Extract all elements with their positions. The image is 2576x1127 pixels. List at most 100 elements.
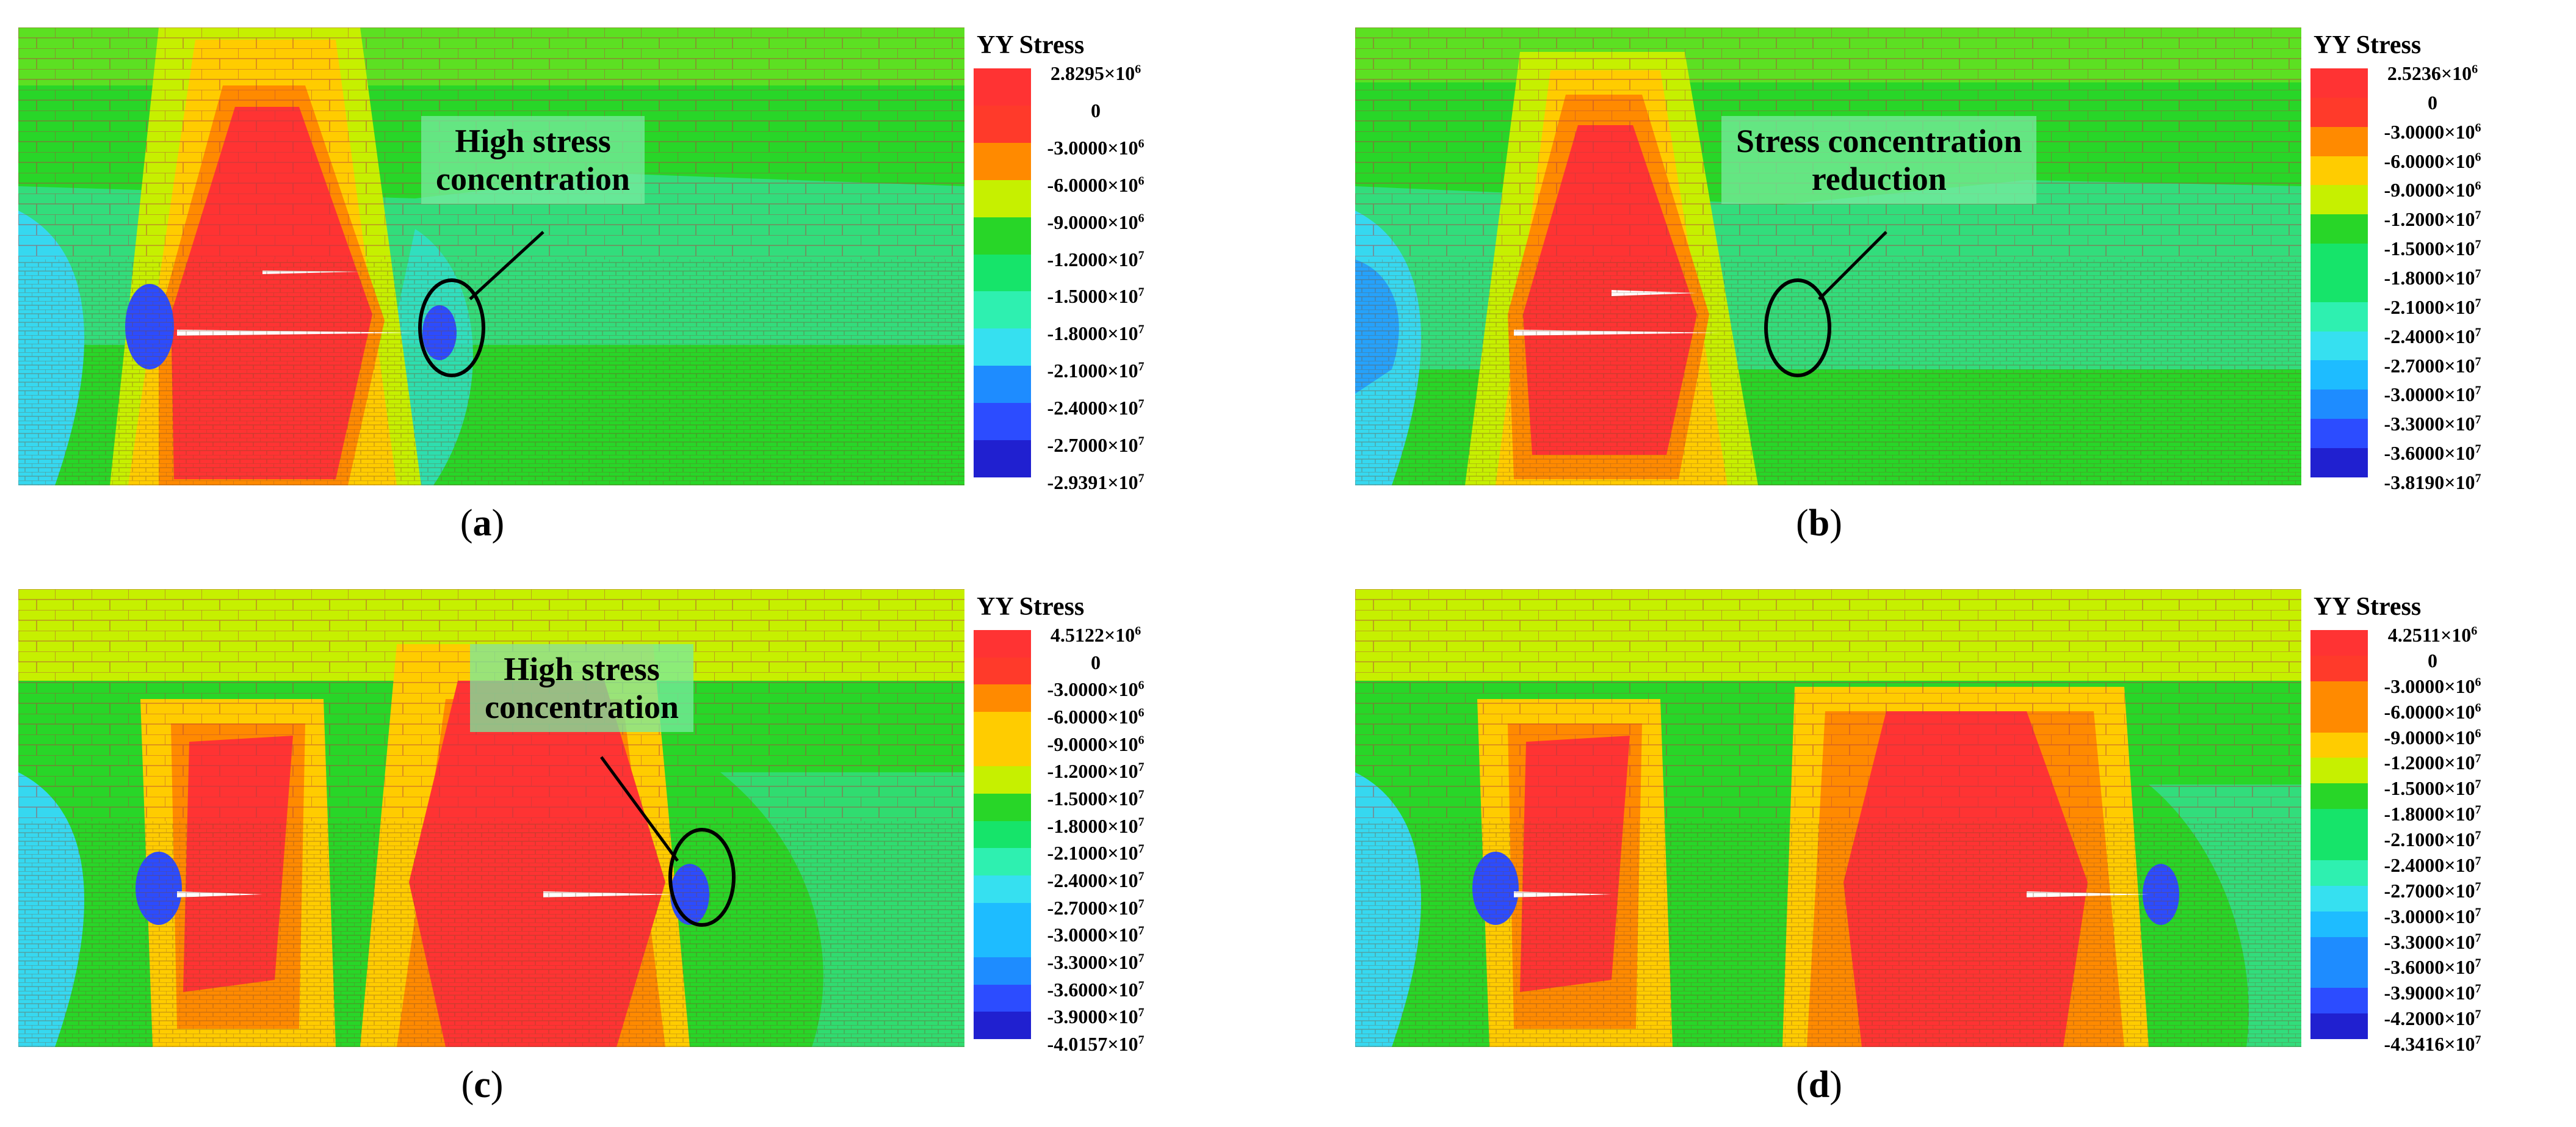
- legend-label: -1.8000×107: [1047, 322, 1145, 345]
- legend-swatch: [974, 254, 1031, 292]
- legend-colorbar: [974, 630, 1031, 1039]
- panel-c: High stress concentration YY Stress 4.512…: [0, 562, 1319, 1111]
- legend-swatch: [974, 179, 1031, 217]
- legend-swatch: [2310, 214, 2368, 244]
- legend-swatch: [2310, 758, 2368, 784]
- legend-swatch: [2310, 962, 2368, 988]
- legend-label: -3.6000×107: [2384, 956, 2481, 979]
- legend-swatch: [974, 105, 1031, 143]
- legend-label: -9.0000×106: [1047, 733, 1145, 755]
- legend-label: -1.2000×107: [2384, 208, 2481, 231]
- legend-swatch: [974, 875, 1031, 903]
- legend-label: -1.2000×107: [1047, 760, 1145, 783]
- legend-swatch: [2310, 681, 2368, 707]
- legend-swatch: [2310, 244, 2368, 273]
- annotation-label: High stress concentration: [470, 644, 693, 733]
- legend-label: -2.7000×107: [1047, 896, 1145, 919]
- legend-label: -3.3000×107: [2384, 930, 2481, 953]
- legend-swatch: [2310, 390, 2368, 419]
- legend-swatch: [974, 217, 1031, 255]
- legend-swatch: [974, 848, 1031, 875]
- legend-label: -2.4000×107: [2384, 325, 2481, 347]
- legend-colorbar: [2310, 630, 2368, 1039]
- legend-label: -1.5000×107: [1047, 788, 1145, 810]
- legend-swatch: [2310, 272, 2368, 302]
- panel-d: YY Stress 4.2511×106 0 -3.0000×106 -6.0000×…: [1337, 562, 2576, 1111]
- legend-swatch: [2310, 419, 2368, 448]
- stress-contour-plot: [1355, 27, 2301, 485]
- legend-swatch: [974, 657, 1031, 685]
- legend-label: -1.8000×107: [2384, 267, 2481, 289]
- legend-label: -6.0000×106: [2384, 700, 2481, 723]
- legend-label: -3.9000×107: [2384, 982, 2481, 1004]
- legend-label: -9.0000×106: [1047, 211, 1145, 233]
- legend-label: -3.0000×107: [2384, 383, 2481, 406]
- legend-swatch: [2310, 809, 2368, 835]
- legend-label: -4.0157×107: [1047, 1033, 1145, 1055]
- legend-label: -3.6000×107: [2384, 442, 2481, 465]
- legend-swatch: [2310, 988, 2368, 1014]
- legend-label: -3.0000×107: [1047, 924, 1145, 946]
- legend-label: -2.7000×107: [2384, 879, 2481, 902]
- legend-label: -4.3416×107: [2384, 1033, 2481, 1055]
- legend-swatch: [974, 711, 1031, 739]
- legend-label: -3.0000×106: [2384, 675, 2481, 697]
- legend-swatch: [2310, 732, 2368, 758]
- legend-swatch: [2310, 156, 2368, 186]
- panel-caption: (c): [461, 1064, 504, 1106]
- legend-label: -3.3000×107: [1047, 951, 1145, 973]
- legend-swatch: [2310, 360, 2368, 390]
- legend-label: -2.1000×107: [1047, 842, 1145, 864]
- legend-label: -2.7000×107: [1047, 434, 1145, 457]
- annotation-marker: [1764, 231, 1887, 377]
- legend-swatch: [974, 440, 1031, 477]
- legend-label: -2.7000×107: [2384, 354, 2481, 377]
- legend-label: -3.0000×106: [1047, 678, 1145, 701]
- legend-swatch: [974, 68, 1031, 106]
- legend-label: -2.1000×107: [1047, 360, 1145, 382]
- legend-colorbar: [2310, 68, 2368, 477]
- legend-swatch: [2310, 655, 2368, 681]
- legend-label: -4.2000×107: [2384, 1007, 2481, 1030]
- legend-label: -2.1000×107: [2384, 295, 2481, 318]
- legend-swatch: [974, 957, 1031, 985]
- legend-swatch: [2310, 97, 2368, 127]
- legend-swatch: [974, 403, 1031, 441]
- annotation-label: High stress concentration: [421, 116, 645, 205]
- legend-swatch: [2310, 1013, 2368, 1039]
- legend-swatch: [974, 328, 1031, 366]
- legend-label: 0: [2428, 91, 2437, 114]
- legend-swatch: [974, 630, 1031, 658]
- legend-swatch: [974, 366, 1031, 404]
- legend-label: -6.0000×106: [1047, 173, 1145, 196]
- legend-swatch: [2310, 835, 2368, 860]
- panel-a: High stress concentration YY Stress 2.829…: [0, 0, 1319, 549]
- panel-caption: (a): [460, 502, 505, 544]
- legend-label: -1.8000×107: [1047, 814, 1145, 837]
- legend-swatch: [2310, 302, 2368, 332]
- legend-label: -2.1000×107: [2384, 828, 2481, 850]
- legend-label: -3.0000×106: [2384, 120, 2481, 143]
- legend-label: 2.8295×106: [1050, 62, 1141, 84]
- legend-swatch: [974, 1012, 1031, 1039]
- legend-swatch: [974, 291, 1031, 329]
- legend-swatch: [974, 930, 1031, 957]
- legend-title: YY Stress: [2314, 31, 2422, 59]
- legend-swatch: [2310, 860, 2368, 886]
- legend-swatch: [2310, 448, 2368, 477]
- legend-label: -2.4000×107: [1047, 397, 1145, 419]
- legend-label: -3.3000×107: [2384, 413, 2481, 435]
- legend-label: -2.9391×107: [1047, 471, 1145, 493]
- legend-label: -6.0000×106: [1047, 706, 1145, 728]
- legend-label: -1.8000×107: [2384, 803, 2481, 825]
- legend-label: -1.2000×107: [2384, 752, 2481, 774]
- legend-label: -1.5000×107: [1047, 285, 1145, 308]
- legend-title: YY Stress: [977, 593, 1085, 621]
- legend-label: 0: [2428, 649, 2437, 672]
- legend-label: -6.0000×106: [2384, 150, 2481, 172]
- legend-swatch: [2310, 331, 2368, 361]
- legend-swatch: [974, 984, 1031, 1012]
- legend-label: -2.4000×107: [2384, 853, 2481, 876]
- annotation-marker: [599, 756, 736, 927]
- legend-swatch: [2310, 911, 2368, 937]
